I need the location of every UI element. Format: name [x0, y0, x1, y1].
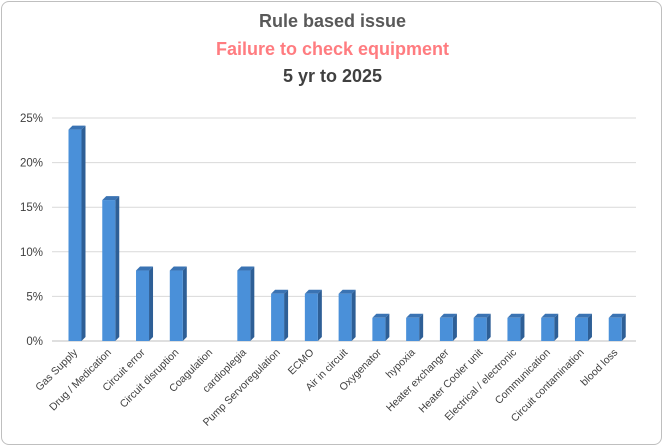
bar-side [81, 125, 86, 341]
bar-top [237, 266, 255, 271]
x-tick-label: Heater exchanger [384, 346, 452, 414]
bar [541, 317, 555, 341]
bar-top [608, 313, 626, 318]
bar [439, 317, 453, 341]
bar-top [406, 313, 424, 318]
bar [237, 270, 251, 341]
bar-top [136, 266, 154, 271]
bar [507, 317, 521, 341]
bar-side [587, 313, 592, 341]
bar-top [372, 313, 390, 318]
bar-top [439, 313, 457, 318]
bar-side [520, 313, 525, 341]
bar [136, 270, 150, 341]
bar-top [271, 289, 289, 294]
bar-side [351, 289, 356, 341]
bar-top [541, 313, 559, 318]
bar [473, 317, 487, 341]
bar-side [317, 289, 322, 341]
chart-title: Rule based issue [258, 11, 407, 31]
x-tick-label: Circuit disruption [118, 347, 182, 411]
y-tick-label: 25% [20, 113, 43, 125]
bar-side [149, 266, 154, 341]
y-tick-label: 10% [20, 247, 43, 259]
x-tick-label: ECMO [286, 347, 317, 378]
bar [574, 317, 588, 341]
y-tick-label: 5% [26, 291, 43, 303]
bar [271, 293, 285, 341]
bar-side [182, 266, 187, 341]
bar-top [304, 289, 322, 294]
bar [372, 317, 386, 341]
bar-top [68, 125, 86, 130]
bar-side [486, 313, 491, 341]
bar-side [452, 313, 457, 341]
bar-top [169, 266, 187, 271]
bar-top [102, 196, 120, 201]
bar-top [338, 289, 356, 294]
bar-side [385, 313, 390, 341]
bar-top [473, 313, 491, 318]
bar [338, 293, 352, 341]
x-tick-label: Drug / Medication [47, 347, 114, 414]
bar-side [554, 313, 559, 341]
y-tick-label: 15% [20, 202, 43, 214]
bar [102, 200, 116, 341]
bar-side [419, 313, 424, 341]
bar [304, 293, 318, 341]
chart-period: 5 yr to 2025 [282, 66, 383, 86]
bar-top [507, 313, 525, 318]
bar [608, 317, 622, 341]
x-tick-label: blood loss [578, 347, 620, 389]
bar-top [574, 313, 592, 318]
bar-side [115, 196, 120, 341]
bar-side [621, 313, 626, 341]
bar [406, 317, 420, 341]
y-tick-label: 0% [26, 336, 43, 348]
bar [169, 270, 183, 341]
bar-side [250, 266, 255, 341]
chart-subtitle: Failure to check equipment [215, 39, 450, 59]
y-tick-label: 20% [20, 158, 43, 170]
bar [68, 129, 82, 341]
bar-side [284, 289, 289, 341]
